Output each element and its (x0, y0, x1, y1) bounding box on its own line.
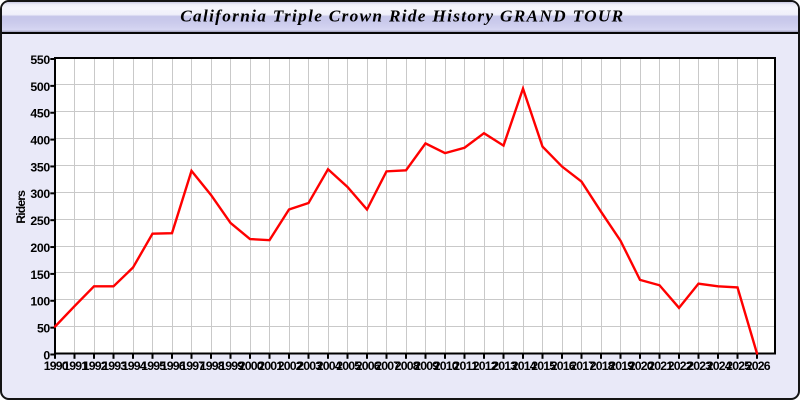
svg-text:200: 200 (30, 241, 50, 255)
svg-text:1995: 1995 (141, 359, 166, 373)
svg-text:2023: 2023 (687, 359, 712, 373)
svg-text:1999: 1999 (219, 359, 244, 373)
svg-text:2018: 2018 (590, 359, 615, 373)
svg-text:1990: 1990 (44, 359, 69, 373)
svg-text:0: 0 (43, 348, 50, 362)
svg-text:2009: 2009 (414, 359, 439, 373)
svg-text:2025: 2025 (726, 359, 751, 373)
svg-text:2026: 2026 (746, 359, 771, 373)
svg-text:2015: 2015 (531, 359, 556, 373)
svg-text:2005: 2005 (336, 359, 361, 373)
svg-text:2017: 2017 (570, 359, 595, 373)
svg-text:2006: 2006 (356, 359, 381, 373)
svg-text:1993: 1993 (102, 359, 127, 373)
svg-text:2019: 2019 (609, 359, 634, 373)
svg-text:2022: 2022 (668, 359, 693, 373)
svg-text:1996: 1996 (161, 359, 186, 373)
svg-text:2007: 2007 (375, 359, 400, 373)
svg-text:1994: 1994 (122, 359, 147, 373)
svg-text:100: 100 (30, 295, 50, 309)
svg-text:1992: 1992 (83, 359, 108, 373)
svg-text:2020: 2020 (629, 359, 654, 373)
svg-text:2012: 2012 (473, 359, 498, 373)
svg-text:300: 300 (30, 187, 50, 201)
svg-text:2003: 2003 (297, 359, 322, 373)
svg-text:1997: 1997 (180, 359, 205, 373)
svg-text:2013: 2013 (492, 359, 517, 373)
svg-text:1998: 1998 (200, 359, 225, 373)
svg-text:550: 550 (30, 53, 50, 67)
svg-text:2001: 2001 (258, 359, 283, 373)
svg-text:250: 250 (30, 214, 50, 228)
svg-text:2010: 2010 (434, 359, 459, 373)
svg-text:2016: 2016 (551, 359, 576, 373)
svg-text:150: 150 (30, 268, 50, 282)
svg-text:50: 50 (37, 322, 50, 336)
svg-text:California Triple Crown Ride H: California Triple Crown Ride History GRA… (180, 6, 623, 25)
svg-text:2002: 2002 (278, 359, 303, 373)
svg-text:Riders: Riders (14, 190, 28, 224)
svg-text:2004: 2004 (317, 359, 342, 373)
svg-text:2008: 2008 (395, 359, 420, 373)
svg-text:2011: 2011 (453, 359, 478, 373)
svg-text:450: 450 (30, 107, 50, 121)
svg-text:2014: 2014 (512, 359, 537, 373)
svg-text:500: 500 (30, 80, 50, 94)
svg-text:2021: 2021 (648, 359, 673, 373)
svg-text:2024: 2024 (707, 359, 732, 373)
svg-text:1991: 1991 (63, 359, 88, 373)
svg-text:400: 400 (30, 133, 50, 147)
svg-text:350: 350 (30, 160, 50, 174)
svg-text:2000: 2000 (239, 359, 264, 373)
